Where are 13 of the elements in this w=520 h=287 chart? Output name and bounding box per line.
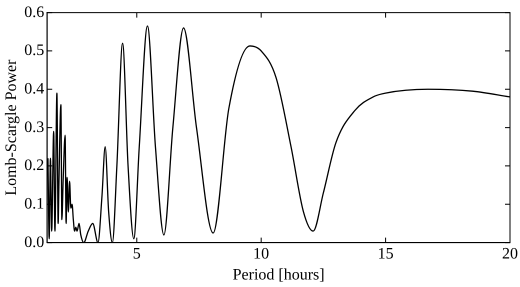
y-tick-label: 0.3	[24, 118, 44, 136]
y-tick-label: 0.4	[24, 80, 44, 98]
x-tick-label: 5	[132, 245, 141, 262]
x-tick-label: 10	[253, 245, 270, 262]
x-axis-title: Period [hours]	[232, 266, 325, 284]
y-axis-title: Lomb-Scargle Power	[2, 58, 20, 196]
y-tick-label: 0.6	[24, 4, 44, 21]
y-tick-label: 0.2	[24, 157, 44, 174]
x-tick-label: 20	[502, 245, 518, 262]
y-tick-label: 0.0	[24, 234, 44, 251]
y-tick-label: 0.5	[24, 42, 44, 60]
x-tick-label: 15	[378, 245, 394, 262]
y-tick-label: 0.1	[24, 195, 44, 212]
